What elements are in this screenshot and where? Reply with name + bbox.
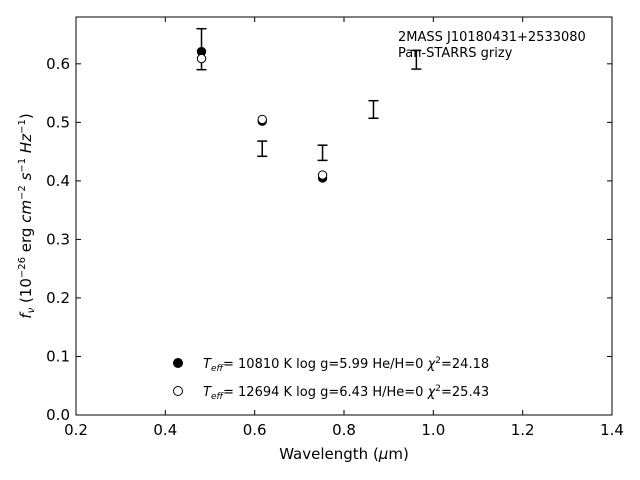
y-ticks: 0.0 0.1 0.2 0.3 0.4 0.5 0.6 <box>46 55 612 424</box>
y-tick-label: 0.4 <box>46 172 70 190</box>
y-tick-label: 0.3 <box>46 230 70 248</box>
legend-entry-2: Teff= 12694 K log g=6.43 H/He=0 χ2=25.43 <box>203 384 489 402</box>
y-tick-label: 0.5 <box>46 113 70 131</box>
x-tick-label: 0.6 <box>243 421 267 439</box>
y-tick-label: 0.1 <box>46 347 70 365</box>
x-axis-label: Wavelength (μm) <box>279 445 409 463</box>
model-point-open <box>257 114 267 125</box>
y-axis-label: fν (10−26 erg cm−2 s−1 Hz−1) <box>17 113 37 318</box>
y-tick-label: 0.0 <box>46 406 70 424</box>
errorbar <box>317 144 328 162</box>
model-markers <box>196 46 328 183</box>
errorbar <box>368 99 379 120</box>
x-tick-label: 0.2 <box>64 421 88 439</box>
errorbar <box>411 49 422 70</box>
x-tick-label: 0.8 <box>332 421 356 439</box>
x-tick-label: 0.4 <box>153 421 177 439</box>
observed-errorbars <box>196 27 422 162</box>
legend-marker-open <box>173 386 183 396</box>
y-tick-label: 0.2 <box>46 289 70 307</box>
x-tick-label: 1.0 <box>421 421 445 439</box>
x-ticks: 0.2 0.4 0.6 0.8 1.0 1.2 1.4 <box>64 17 624 439</box>
x-tick-label: 1.2 <box>511 421 535 439</box>
errorbar <box>257 140 268 158</box>
x-tick-label: 1.4 <box>600 421 624 439</box>
y-tick-label: 0.6 <box>46 55 70 73</box>
legend-marker-filled <box>173 358 183 368</box>
legend-entry-1: Teff= 10810 K log g=5.99 He/H=0 χ2=24.18 <box>203 356 489 374</box>
model-point-open <box>317 170 328 180</box>
annotation-line-1: 2MASS J10180431+2533080 <box>398 30 586 45</box>
model-point-open <box>196 53 207 64</box>
annotation-line-2: Pan-STARRS grizy <box>398 46 513 61</box>
plot-frame <box>75 16 613 416</box>
